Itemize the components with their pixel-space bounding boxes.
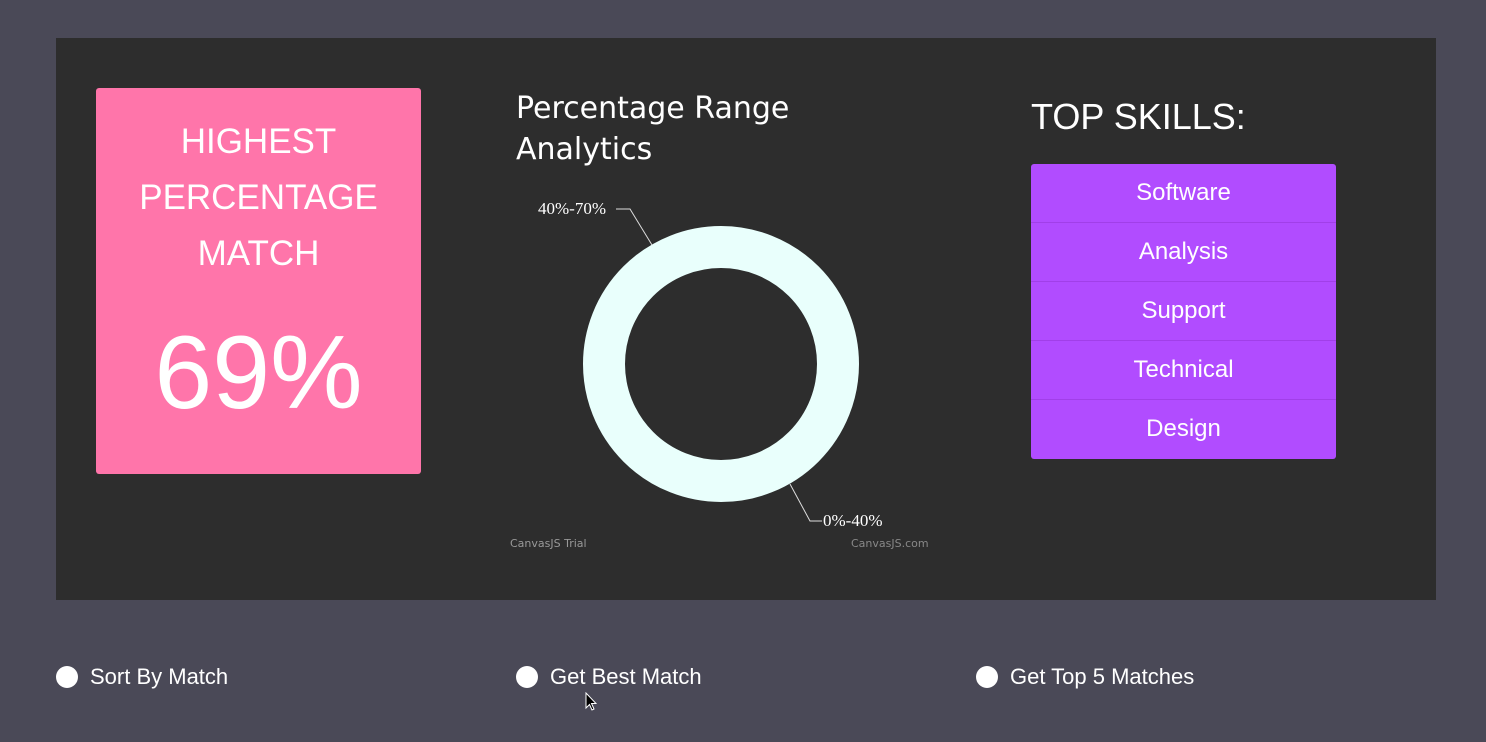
- slice-label: 40%-70%: [538, 199, 606, 218]
- watermark-trial: CanvasJS Trial: [510, 537, 587, 550]
- doughnut-chart: 40%-70% 0%-40% CanvasJS Trial CanvasJS.c…: [510, 199, 929, 550]
- skill-item: Design: [1146, 415, 1221, 442]
- label-connector: [789, 483, 822, 522]
- highest-match-card: HIGHEST PERCENTAGE MATCH 69%: [96, 88, 421, 474]
- get-best-match-radio[interactable]: Get Best Match: [516, 664, 702, 690]
- highest-match-value: 69%: [154, 315, 363, 431]
- radio-circle[interactable]: [516, 666, 538, 688]
- title-line: HIGHEST: [180, 122, 337, 161]
- radio-circle[interactable]: [56, 666, 78, 688]
- skills-title: TOP SKILLS:: [1031, 96, 1246, 137]
- skill-item: Software: [1031, 164, 1336, 223]
- skill-item: Technical: [1031, 341, 1336, 400]
- label-connector: [616, 208, 653, 246]
- skill-item: Analysis: [1031, 223, 1336, 282]
- get-top-5-matches-radio[interactable]: Get Top 5 Matches: [976, 664, 1194, 690]
- radio-label: Get Top 5 Matches: [1010, 664, 1195, 689]
- title-line: MATCH: [197, 234, 320, 273]
- radio-circle[interactable]: [976, 666, 998, 688]
- watermark-link[interactable]: CanvasJS.com: [851, 537, 929, 550]
- skill-item: Support: [1031, 282, 1336, 341]
- chart-title: Percentage Range Analytics: [516, 91, 790, 167]
- title-line: PERCENTAGE: [139, 178, 378, 217]
- radio-label: Sort By Match: [90, 664, 229, 689]
- mouse-cursor-icon: [585, 692, 597, 711]
- slice-label: 0%-40%: [823, 511, 882, 530]
- highest-match-title: HIGHEST PERCENTAGE MATCH: [96, 114, 421, 282]
- sort-by-match-radio[interactable]: Sort By Match: [56, 664, 228, 690]
- dashboard-panel: HIGHEST PERCENTAGE MATCH 69% Percentage …: [56, 38, 1436, 600]
- radio-label: Get Best Match: [550, 664, 702, 689]
- skills-list: Software Analysis Support Technical Desi…: [1031, 164, 1336, 459]
- doughnut-slice-40-70[interactable]: [583, 226, 859, 502]
